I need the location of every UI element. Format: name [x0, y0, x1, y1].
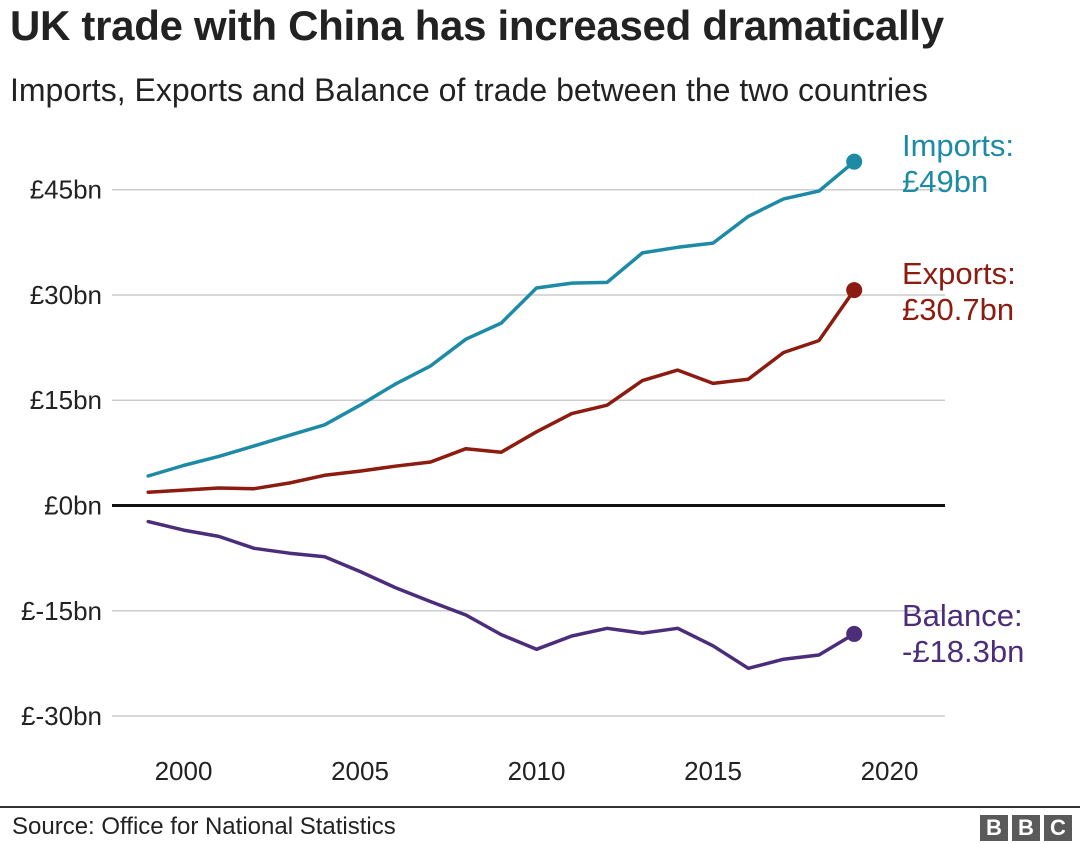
- y-tick-label: £15bn: [30, 385, 102, 415]
- y-tick-label: £30bn: [30, 280, 102, 310]
- x-tick-label: 2010: [508, 756, 566, 786]
- bbc-logo-letter: B: [1012, 815, 1040, 841]
- footer-divider: [0, 806, 1080, 808]
- series-end-labels: Imports:£49bn Exports:£30.7bn Balance:-£18…: [902, 128, 1024, 669]
- bbc-logo-letter: C: [1044, 815, 1072, 841]
- balance-line: [146, 519, 856, 671]
- x-tick-label: 2015: [684, 756, 742, 786]
- imports-line: [146, 159, 856, 478]
- bbc-logo: B B C: [980, 815, 1072, 841]
- exports-label-name: Exports:: [902, 256, 1016, 291]
- series-lines: [146, 153, 863, 671]
- line-chart: £45bn £30bn £15bn £0bn £-15bn £-30bn 2000 2005…: [21, 128, 1024, 786]
- balance-end-marker: [846, 625, 863, 642]
- grid-lines: [112, 188, 945, 717]
- y-tick-label: £-15bn: [21, 596, 102, 626]
- bbc-logo-letter: B: [980, 815, 1008, 841]
- balance-label-name: Balance:: [902, 598, 1023, 633]
- chart-title: UK trade with China has increased dramat…: [10, 2, 944, 49]
- balance-label-value: -£18.3bn: [902, 634, 1024, 669]
- y-tick-label: £-30bn: [21, 701, 102, 731]
- x-tick-label: 2000: [155, 756, 213, 786]
- exports-line: [146, 288, 856, 494]
- y-tick-label: £0bn: [44, 491, 102, 521]
- y-tick-label: £45bn: [30, 175, 102, 205]
- y-axis-tick-labels: £45bn £30bn £15bn £0bn £-15bn £-30bn: [21, 175, 102, 731]
- imports-label-name: Imports:: [902, 128, 1014, 163]
- x-tick-label: 2020: [861, 756, 919, 786]
- x-axis-tick-labels: 2000 2005 2010 2015 2020: [155, 756, 919, 786]
- x-tick-label: 2005: [331, 756, 389, 786]
- exports-label-value: £30.7bn: [902, 292, 1014, 327]
- exports-end-marker: [846, 282, 863, 299]
- chart-subtitle: Imports, Exports and Balance of trade be…: [10, 72, 928, 108]
- imports-end-marker: [846, 153, 863, 170]
- imports-label-value: £49bn: [902, 164, 988, 199]
- source-note: Source: Office for National Statistics: [12, 813, 396, 840]
